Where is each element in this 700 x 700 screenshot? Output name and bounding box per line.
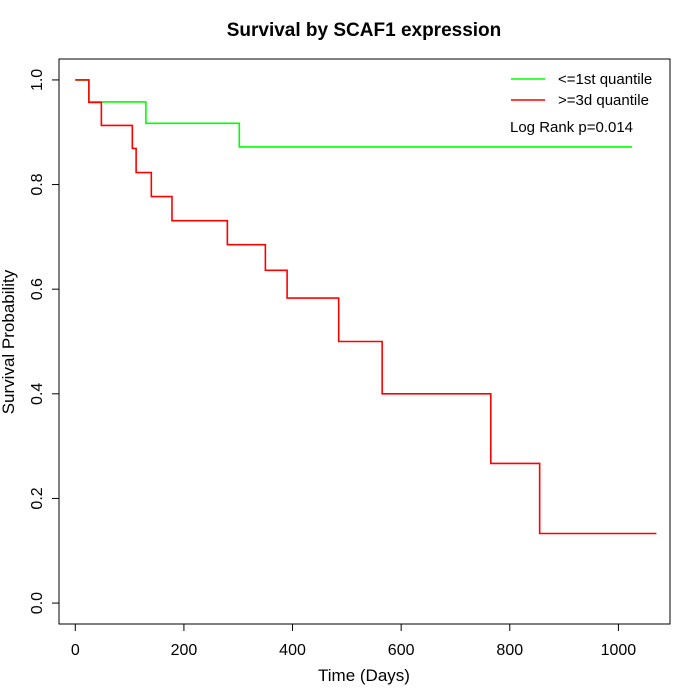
y-tick-label: 1.0	[29, 69, 46, 91]
y-axis: 0.0 0.2 0.4 0.6 0.8 1.0	[29, 69, 60, 614]
chart-title: Survival by SCAF1 expression	[227, 20, 502, 41]
x-tick-label: 600	[388, 642, 415, 659]
survival-curve-1	[75, 79, 632, 148]
legend-label: <=1st quantile	[558, 71, 652, 88]
x-tick-label: 0	[71, 642, 80, 659]
series-layer	[75, 79, 657, 535]
y-tick-label: 0.8	[29, 173, 46, 195]
y-tick-label: 0.0	[29, 592, 46, 614]
x-tick-label: 200	[171, 642, 198, 659]
legend-label: >=3d quantile	[558, 92, 649, 109]
y-tick-label: 0.2	[29, 487, 46, 509]
x-tick-label: 800	[496, 642, 523, 659]
y-tick-label: 0.4	[29, 383, 46, 405]
x-axis-label: Time (Days)	[318, 666, 410, 685]
survival-curve-2	[75, 79, 657, 535]
y-tick-label: 0.6	[29, 278, 46, 300]
y-axis-label: Survival Probability	[0, 269, 18, 414]
x-axis: 0 200 400 600 800 1000	[71, 623, 637, 659]
log-rank-annotation: Log Rank p=0.014	[510, 119, 633, 136]
legend: <=1st quantile >=3d quantile	[511, 71, 652, 109]
x-tick-label: 400	[279, 642, 306, 659]
x-tick-label: 1000	[601, 642, 637, 659]
